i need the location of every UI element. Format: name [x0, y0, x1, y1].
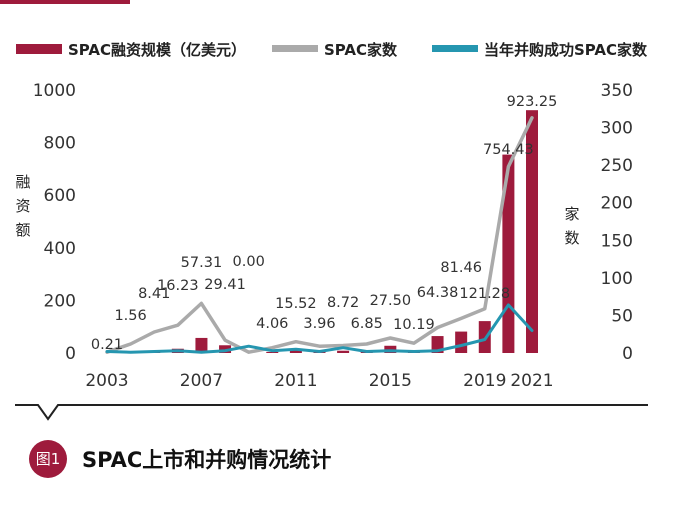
left-axis-tick: 800 [44, 134, 76, 154]
legend: SPAC融资规模（亿美元） SPAC家数 当年并购成功SPAC家数 [16, 41, 648, 59]
bar-value-label: 0.21 [91, 337, 123, 353]
bar [502, 154, 515, 353]
legend-bar-label: SPAC融资规模（亿美元） [68, 41, 246, 59]
x-axis: 2003 2007 2011 2015 2019 2021 [85, 371, 553, 391]
right-axis-title-char: 家 [564, 205, 579, 223]
caption-title: SPAC上市和并购情况统计 [82, 448, 331, 472]
bar-value-label: 6.85 [351, 316, 383, 332]
bar-value-label: 57.31 [181, 255, 223, 271]
bar-value-label: 16.23 [157, 278, 199, 294]
legend-count-label: SPAC家数 [324, 41, 398, 59]
bar-value-label: 29.41 [204, 277, 246, 293]
right-axis-tick: 250 [601, 156, 633, 176]
right-axis-tick: 150 [601, 231, 633, 251]
left-axis-tick: 200 [44, 291, 76, 311]
x-axis-tick: 2011 [274, 371, 317, 391]
right-axis-title: 家数 [564, 205, 579, 247]
bar-value-label: 8.41 [138, 286, 170, 302]
bar-value-label: 923.25 [507, 94, 558, 110]
left-axis-title-char: 融 [15, 173, 30, 191]
right-axis-tick: 0 [622, 344, 633, 364]
bar-value-label: 754.43 [483, 142, 534, 158]
merge-line [105, 303, 534, 354]
right-axis-tick: 350 [601, 81, 633, 101]
right-axis: 0 50 100 150 200 250 300 350 [601, 81, 633, 364]
bar-value-label: 0.00 [233, 254, 265, 270]
left-axis-title-char: 资 [15, 197, 30, 215]
bar-value-label: 3.96 [303, 316, 335, 332]
right-axis-tick: 50 [611, 306, 633, 326]
bar [526, 110, 538, 354]
bar [455, 331, 468, 353]
caption-badge [29, 440, 67, 478]
legend-count-swatch [272, 45, 318, 52]
legend-merge-swatch [432, 45, 478, 52]
bar-value-label: 1.56 [114, 308, 146, 324]
left-axis-tick: 0 [65, 344, 76, 364]
left-axis-tick: 1000 [33, 81, 76, 101]
bar-value-label: 27.50 [370, 293, 412, 309]
legend-merge-label: 当年并购成功SPAC家数 [484, 41, 648, 59]
bar-value-label: 81.46 [440, 260, 482, 276]
bar-value-label: 121.28 [459, 286, 510, 302]
left-axis-tick: 600 [44, 186, 76, 206]
caption-divider [15, 404, 648, 421]
bar [337, 350, 350, 353]
bar [195, 337, 208, 353]
bar-value-label: 8.72 [327, 295, 359, 311]
x-axis-tick: 2021 [510, 371, 553, 391]
bar [266, 351, 279, 353]
legend-bar-swatch [16, 44, 62, 54]
bar [289, 348, 302, 353]
right-axis-tick: 100 [601, 269, 633, 289]
bar-value-label: 4.06 [256, 316, 288, 332]
bar-value-label: 10.19 [393, 317, 435, 333]
right-axis-tick: 200 [601, 194, 633, 214]
right-axis-title-char: 数 [564, 229, 579, 247]
top-accent-bar [0, 0, 130, 4]
caption-badge-text: 图1 [36, 450, 61, 468]
x-axis-tick: 2019 [463, 371, 506, 391]
right-axis-tick: 300 [601, 119, 633, 139]
bar-value-label: 64.38 [417, 285, 459, 301]
left-axis: 0 200 400 600 800 1000 [33, 81, 76, 364]
count-line [105, 116, 534, 354]
x-axis-tick: 2003 [85, 371, 128, 391]
line-series [105, 116, 534, 354]
left-axis-tick: 400 [44, 239, 76, 259]
x-axis-tick: 2007 [180, 371, 223, 391]
bar [219, 345, 232, 353]
x-axis-tick: 2015 [369, 371, 412, 391]
left-axis-title: 融资额 [15, 173, 30, 239]
bar-value-label: 15.52 [275, 296, 317, 312]
left-axis-title-char: 额 [15, 221, 30, 239]
